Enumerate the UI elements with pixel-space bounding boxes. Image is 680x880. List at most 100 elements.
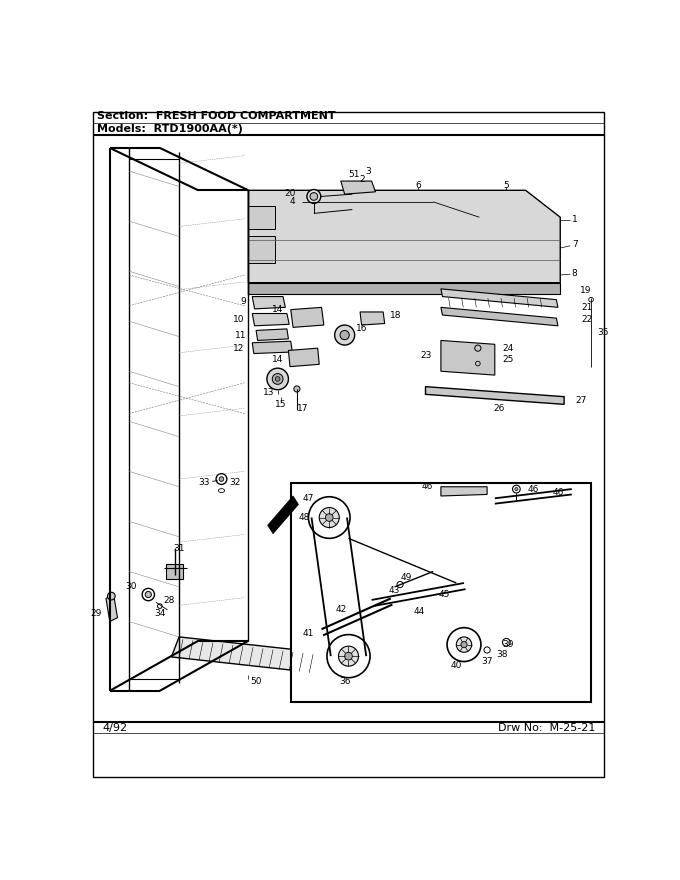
Polygon shape xyxy=(248,190,560,282)
Polygon shape xyxy=(291,307,324,327)
Ellipse shape xyxy=(218,488,224,493)
Circle shape xyxy=(345,652,352,660)
Circle shape xyxy=(397,582,403,588)
Text: 20: 20 xyxy=(284,189,295,198)
Text: 43: 43 xyxy=(389,586,401,595)
Polygon shape xyxy=(426,386,564,405)
Circle shape xyxy=(335,325,355,345)
Circle shape xyxy=(267,368,288,390)
Circle shape xyxy=(456,637,472,652)
Circle shape xyxy=(146,591,152,598)
Text: 21: 21 xyxy=(582,303,593,312)
Text: 23: 23 xyxy=(420,351,432,360)
Text: 14: 14 xyxy=(272,305,283,314)
Text: 13: 13 xyxy=(262,388,274,397)
Text: 24: 24 xyxy=(503,344,514,353)
Text: 30: 30 xyxy=(125,583,137,591)
Text: 6: 6 xyxy=(415,181,421,190)
Circle shape xyxy=(219,477,224,481)
Text: 14: 14 xyxy=(272,356,283,364)
Text: 36: 36 xyxy=(339,677,350,686)
Circle shape xyxy=(447,627,481,662)
Text: 5: 5 xyxy=(503,181,509,190)
Polygon shape xyxy=(256,329,288,341)
Polygon shape xyxy=(441,341,495,375)
Text: 4/92: 4/92 xyxy=(102,722,127,733)
Text: 51: 51 xyxy=(348,171,360,180)
Circle shape xyxy=(503,638,510,646)
Text: 46: 46 xyxy=(527,485,539,494)
Circle shape xyxy=(513,485,520,493)
Circle shape xyxy=(461,642,467,648)
Text: 16: 16 xyxy=(356,325,368,334)
Text: 46: 46 xyxy=(422,482,433,491)
Text: 26: 26 xyxy=(493,404,505,413)
Text: 1: 1 xyxy=(572,215,577,224)
Text: 12: 12 xyxy=(233,344,245,353)
Circle shape xyxy=(272,373,283,385)
Text: 15: 15 xyxy=(275,400,286,409)
Text: 40: 40 xyxy=(451,661,462,670)
Text: 25: 25 xyxy=(503,356,514,364)
Circle shape xyxy=(275,377,280,381)
Text: 18: 18 xyxy=(390,311,402,319)
Text: 37: 37 xyxy=(481,657,493,666)
Polygon shape xyxy=(341,181,375,194)
Circle shape xyxy=(326,514,333,521)
Text: 10: 10 xyxy=(233,315,245,324)
Circle shape xyxy=(307,189,321,203)
Text: 35: 35 xyxy=(597,328,609,337)
Polygon shape xyxy=(441,487,487,496)
Text: 3: 3 xyxy=(365,167,371,176)
Polygon shape xyxy=(252,297,286,309)
Text: 32: 32 xyxy=(229,479,241,488)
Polygon shape xyxy=(441,307,558,326)
Text: 47: 47 xyxy=(303,494,314,502)
Polygon shape xyxy=(248,282,560,294)
Text: 7: 7 xyxy=(572,239,577,249)
Circle shape xyxy=(589,297,594,302)
Polygon shape xyxy=(252,313,289,326)
Text: Drw No:  M-25-21: Drw No: M-25-21 xyxy=(498,722,595,733)
Text: 41: 41 xyxy=(303,628,314,637)
Circle shape xyxy=(294,385,300,392)
Circle shape xyxy=(216,473,227,484)
Text: 31: 31 xyxy=(173,544,185,553)
Circle shape xyxy=(339,646,358,666)
Text: 22: 22 xyxy=(582,315,593,324)
Text: 50: 50 xyxy=(250,677,262,686)
Circle shape xyxy=(107,592,115,600)
Text: Models:  RTD1900AA(*): Models: RTD1900AA(*) xyxy=(97,124,243,134)
Text: 8: 8 xyxy=(572,269,577,278)
Polygon shape xyxy=(171,637,333,674)
Text: 48: 48 xyxy=(299,513,310,522)
Text: 34: 34 xyxy=(154,609,166,619)
Polygon shape xyxy=(252,341,292,354)
Text: 46: 46 xyxy=(553,488,564,497)
Text: 42: 42 xyxy=(335,605,346,614)
Circle shape xyxy=(515,488,518,491)
Polygon shape xyxy=(248,237,275,263)
Text: 38: 38 xyxy=(497,650,508,659)
Circle shape xyxy=(484,647,490,653)
Circle shape xyxy=(309,496,350,539)
Text: 33: 33 xyxy=(199,479,210,488)
Text: 17: 17 xyxy=(297,405,309,414)
Text: 29: 29 xyxy=(90,609,102,619)
Circle shape xyxy=(310,193,318,201)
Text: 11: 11 xyxy=(235,331,246,340)
Text: 49: 49 xyxy=(401,573,412,582)
Polygon shape xyxy=(268,496,299,533)
Text: Section:  FRESH FOOD COMPARTMENT: Section: FRESH FOOD COMPARTMENT xyxy=(97,112,336,121)
Circle shape xyxy=(319,508,339,527)
Text: 39: 39 xyxy=(503,640,514,649)
Text: 45: 45 xyxy=(439,590,450,599)
Circle shape xyxy=(158,604,162,608)
Circle shape xyxy=(340,330,350,340)
Text: 27: 27 xyxy=(576,396,587,405)
Text: 4: 4 xyxy=(290,196,295,206)
Polygon shape xyxy=(441,289,558,307)
Text: 19: 19 xyxy=(579,286,591,295)
Text: 2: 2 xyxy=(360,175,365,184)
Polygon shape xyxy=(106,595,118,621)
